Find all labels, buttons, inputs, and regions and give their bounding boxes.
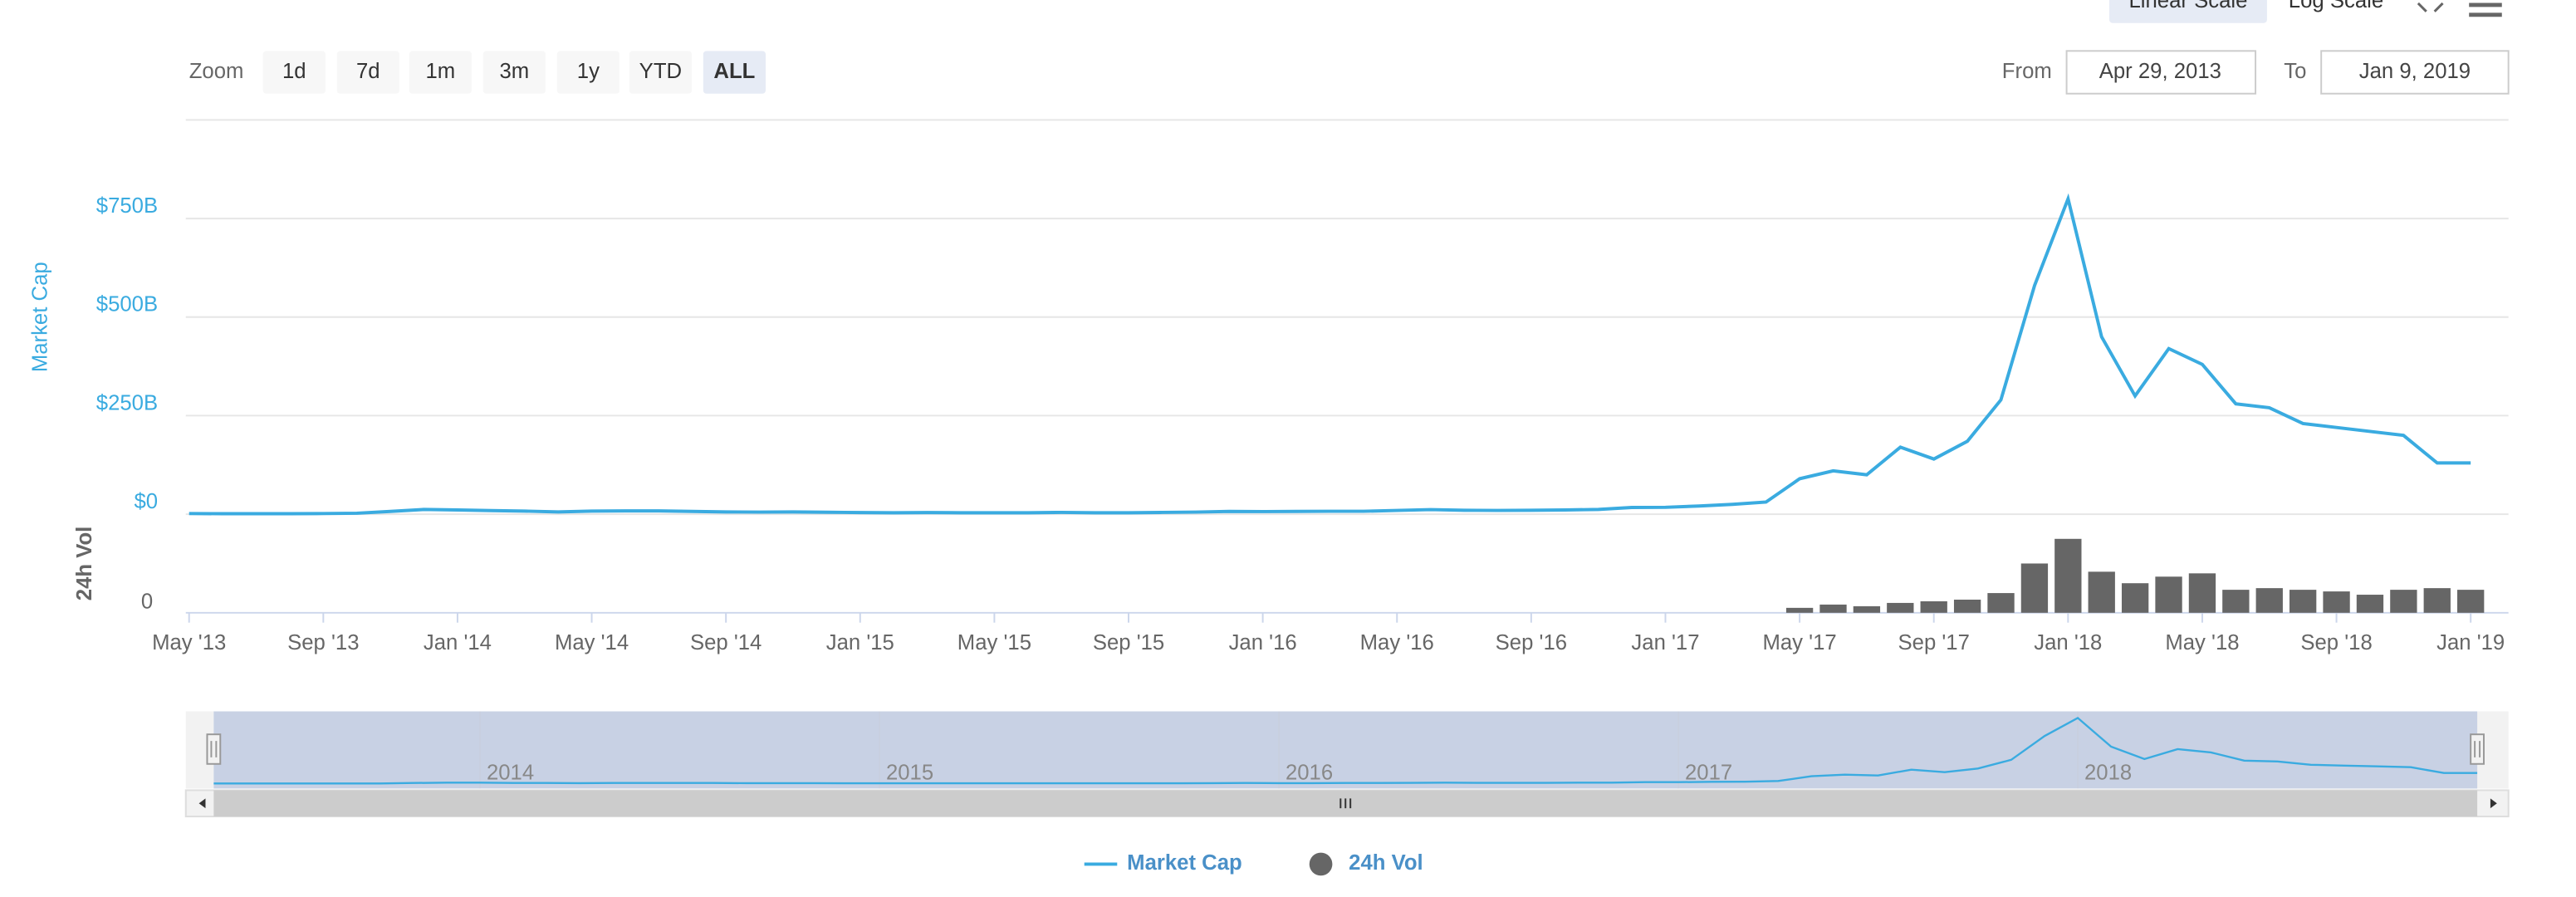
x-tick-label: Jan '18: [2034, 631, 2102, 654]
volume-bar: [2457, 590, 2485, 613]
zoom-button[interactable]: [556, 51, 620, 94]
volume-bar: [1887, 602, 1914, 613]
navigator-handle[interactable]: [2470, 733, 2485, 765]
volume-bar: [1853, 605, 1881, 613]
volume-bar: [2155, 576, 2182, 613]
zoom-label: Zoom: [189, 60, 244, 83]
zoom-button[interactable]: [336, 51, 399, 94]
zoom-button-label[interactable]: 1y: [577, 60, 600, 83]
volume-bar: [2188, 573, 2216, 613]
y2-axis-title: 24h Vol: [73, 527, 96, 601]
menu-icon[interactable]: [2469, 2, 2502, 17]
volume-bar: [2088, 571, 2115, 613]
chart-layer: Zoom 1d 7d 1m 3m 1y YTD ALL From Apr 29, 2013 To Ja…: [28, 0, 2510, 876]
zoom-button[interactable]: [262, 51, 326, 94]
x-tick-label: May '15: [957, 631, 1031, 654]
handle-grip: [210, 741, 218, 757]
x-tick-label: Sep '13: [287, 631, 359, 654]
x-tick-label: Sep '16: [1496, 631, 1567, 654]
y-axis-title: Market Cap: [28, 262, 51, 372]
volume-bar: [1819, 604, 1847, 613]
x-tick-label: May '18: [2165, 631, 2239, 654]
volume-bar: [2255, 588, 2283, 613]
navigator-line: [213, 716, 2478, 785]
from-label: From: [2002, 60, 2052, 83]
volume-bar: [2323, 591, 2350, 613]
handle-grip: [2474, 741, 2481, 757]
navigator-label: 2016: [1286, 761, 1333, 784]
legend-marker: [1309, 852, 1333, 876]
volume-bar: [1953, 599, 1981, 613]
scale-button-label[interactable]: Linear Scale: [2129, 0, 2248, 12]
scrollbar-grip: [1339, 798, 1352, 809]
x-tick-label: Jan '15: [826, 631, 894, 654]
zoom-button-label[interactable]: 1m: [425, 60, 455, 83]
y2-tick-label: 0: [141, 591, 153, 614]
volume-bar: [2054, 538, 2082, 613]
legend-label[interactable]: Market Cap: [1127, 851, 1242, 875]
zoom-button-label[interactable]: YTD: [639, 60, 682, 83]
zoom-button[interactable]: [482, 51, 546, 94]
y-tick-label: $0: [135, 490, 159, 513]
from-value[interactable]: Apr 29, 2013: [2099, 60, 2221, 83]
x-tick-label: Sep '18: [2300, 631, 2372, 654]
scale-button[interactable]: [2109, 0, 2267, 23]
market-cap-line: [189, 193, 2471, 516]
from-input[interactable]: [2065, 50, 2257, 95]
navigator-label: 2017: [1685, 761, 1732, 784]
x-tick-label: Jan '14: [424, 631, 492, 654]
to-label: To: [2284, 60, 2306, 83]
scroll-right[interactable]: [2490, 798, 2497, 809]
zoom-button[interactable]: [409, 51, 472, 94]
x-tick-label: Sep '14: [690, 631, 762, 654]
navigator-label: 2015: [886, 761, 933, 784]
zoom-button[interactable]: [629, 51, 692, 94]
volume-bar: [2222, 590, 2250, 613]
x-tick-label: Jan '19: [2436, 631, 2505, 654]
y-tick-label: $500B: [96, 293, 158, 316]
volume-bar: [1920, 600, 1947, 613]
x-tick-label: May '16: [1360, 631, 1434, 654]
volume-bar: [2390, 590, 2417, 613]
x-tick-label: May '17: [1762, 631, 1836, 654]
x-tick-label: May '13: [152, 631, 226, 654]
scroll-left[interactable]: [198, 798, 206, 809]
to-value[interactable]: Jan 9, 2019: [2359, 60, 2471, 83]
navigator-label: 2014: [487, 761, 534, 784]
x-tick-label: May '14: [555, 631, 629, 654]
x-tick-label: Jan '17: [1631, 631, 1699, 654]
x-tick-label: Jan '16: [1229, 631, 1297, 654]
zoom-button[interactable]: [703, 51, 766, 94]
navigator-mask: [213, 711, 2478, 789]
zoom-button-label[interactable]: ALL: [713, 60, 755, 83]
zoom-button-label[interactable]: 1d: [282, 60, 306, 83]
navigator-label: 2018: [2084, 761, 2132, 784]
legend-label[interactable]: 24h Vol: [1349, 851, 1423, 875]
volume-bar: [2356, 595, 2384, 613]
zoom-button-label[interactable]: 3m: [499, 60, 529, 83]
zoom-button-label[interactable]: 7d: [356, 60, 380, 83]
scale-button-label[interactable]: Log Scale: [2289, 0, 2383, 12]
x-tick-label: Sep '17: [1898, 631, 1970, 654]
x-tick-label: Sep '15: [1093, 631, 1164, 654]
volume-bar: [1987, 593, 2015, 613]
volume-bar: [1785, 607, 1814, 613]
to-input[interactable]: [2320, 50, 2510, 95]
volume-bar: [2423, 588, 2451, 613]
volume-bar: [2020, 563, 2049, 613]
y-tick-label: $750B: [96, 194, 158, 218]
navigator-handle[interactable]: [206, 733, 222, 765]
y-tick-label: $250B: [96, 391, 158, 414]
volume-bar: [2289, 590, 2317, 613]
volume-bar: [2121, 583, 2149, 613]
fullscreen-icon[interactable]: [2417, 2, 2444, 12]
